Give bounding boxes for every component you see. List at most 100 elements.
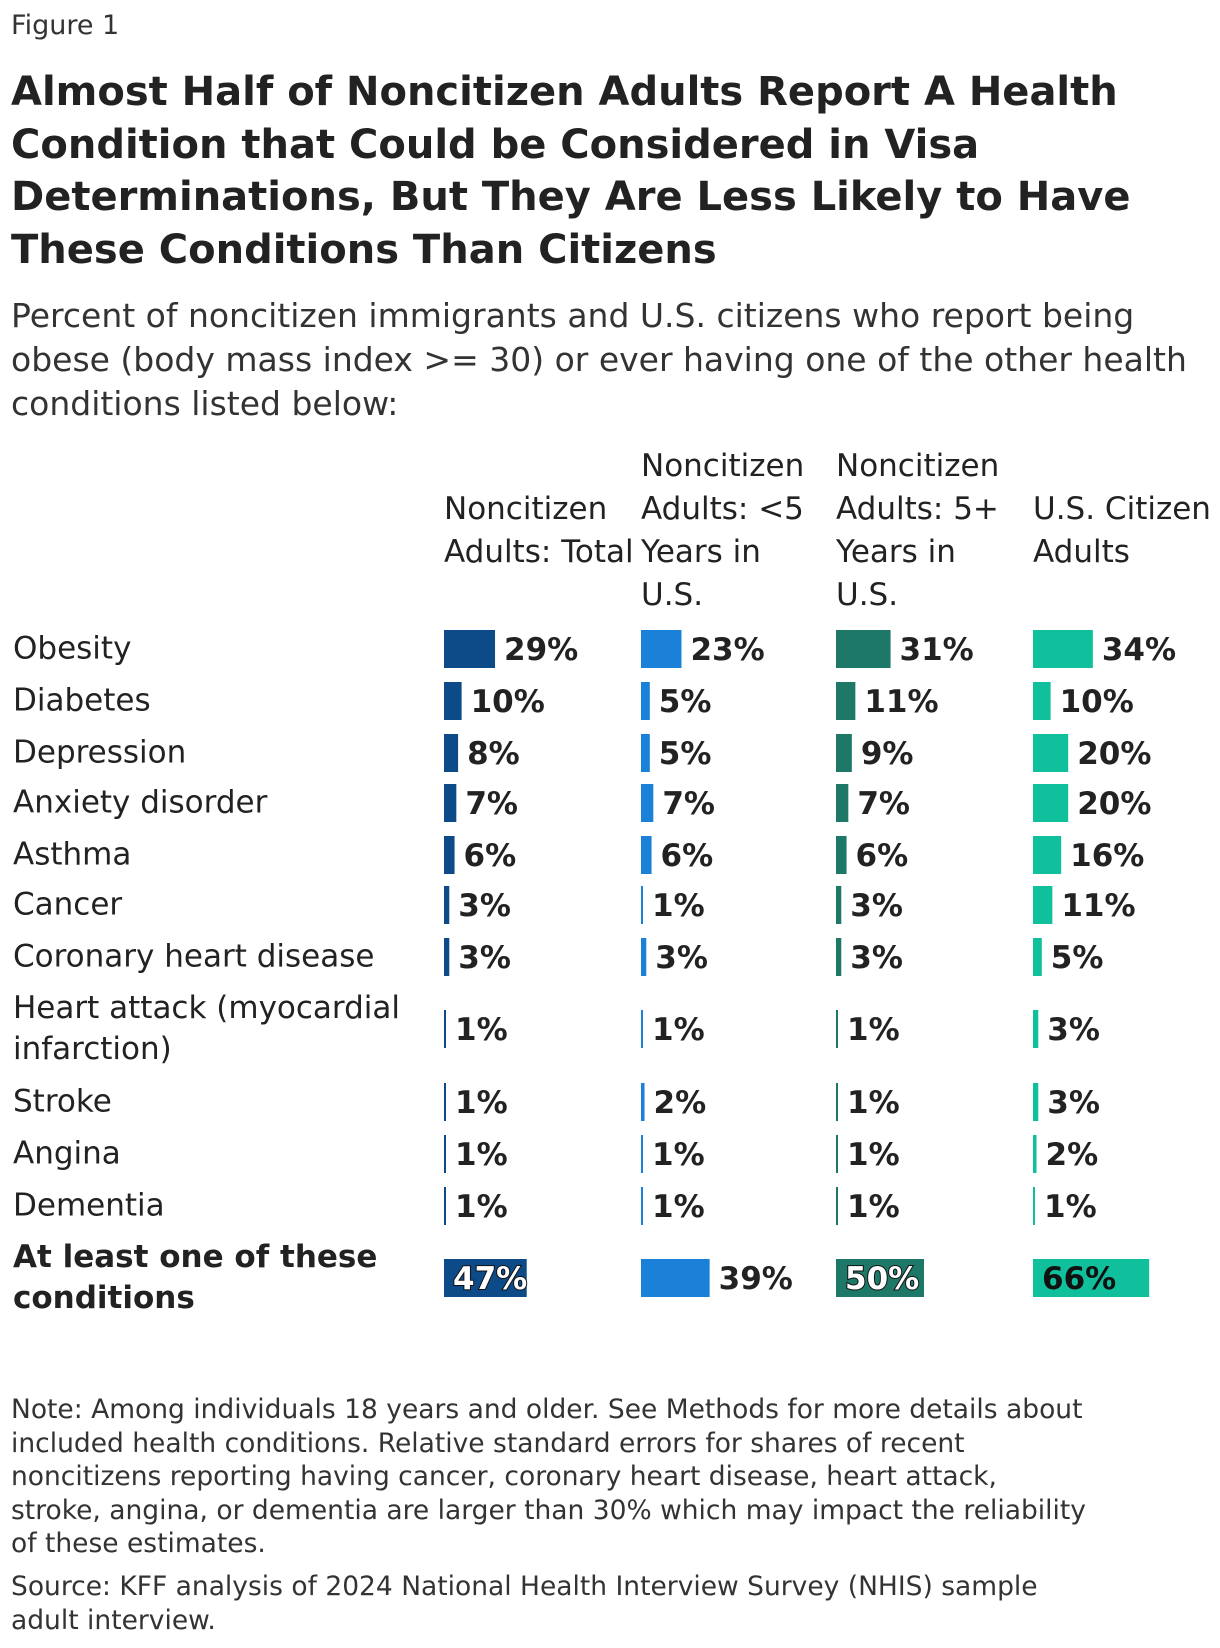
category-label: Coronary heart disease xyxy=(13,938,375,975)
value-label: 66% xyxy=(1042,1261,1116,1297)
bar xyxy=(641,784,654,822)
value-label: 1% xyxy=(455,1085,508,1121)
bar xyxy=(641,1010,643,1048)
bar xyxy=(444,836,455,874)
value-label: 10% xyxy=(1060,684,1134,720)
category-label: Angina xyxy=(13,1135,121,1172)
value-label: 5% xyxy=(659,736,712,772)
bar xyxy=(641,1083,645,1121)
bar xyxy=(1033,1259,1150,1297)
value-label: 1% xyxy=(1044,1189,1097,1225)
value-label: 6% xyxy=(661,838,714,874)
category-label: Obesity xyxy=(13,630,132,667)
category-label: Diabetes xyxy=(13,682,151,719)
value-label: 31% xyxy=(900,632,974,668)
value-label: 23% xyxy=(690,632,764,668)
bar xyxy=(836,836,847,874)
value-label: 5% xyxy=(659,684,712,720)
bar xyxy=(1033,1083,1039,1121)
bar xyxy=(836,630,891,668)
value-label: 6% xyxy=(856,838,909,874)
value-label: 1% xyxy=(847,1189,900,1225)
bar xyxy=(836,1135,838,1173)
category-label: At least one of these conditions xyxy=(13,1239,378,1316)
value-label: 6% xyxy=(464,838,517,874)
bar xyxy=(641,886,643,924)
value-label: 29% xyxy=(504,632,578,668)
value-label: 1% xyxy=(652,1137,705,1173)
chart-subtitle: Percent of noncitizen immigrants and U.S… xyxy=(11,296,1187,423)
value-label: 7% xyxy=(857,786,910,822)
bar xyxy=(836,734,852,772)
bar xyxy=(836,886,842,924)
bar xyxy=(641,1259,710,1297)
bar xyxy=(444,1010,446,1048)
value-label: 5% xyxy=(1051,940,1104,976)
value-label: 3% xyxy=(1047,1012,1100,1048)
bar xyxy=(836,1010,838,1048)
value-label: 1% xyxy=(455,1137,508,1173)
bar xyxy=(836,938,842,976)
bar xyxy=(1033,1135,1037,1173)
value-label: 2% xyxy=(1046,1137,1099,1173)
value-label: 34% xyxy=(1102,632,1176,668)
legend-label: U.S. Citizen Adults xyxy=(1033,491,1211,570)
bar xyxy=(836,1083,838,1121)
value-label: 50% xyxy=(845,1261,919,1297)
legend-label: Noncitizen Adults: 5+ Years in U.S. xyxy=(836,448,1000,613)
value-label: 16% xyxy=(1070,838,1144,874)
value-label: 7% xyxy=(465,786,518,822)
bar xyxy=(641,836,652,874)
bar xyxy=(1033,784,1069,822)
bar xyxy=(444,682,462,720)
category-label: Asthma xyxy=(13,836,132,873)
figure-label: Figure 1 xyxy=(11,10,120,41)
category-label: Depression xyxy=(13,734,187,771)
bar xyxy=(836,1259,924,1297)
value-label: 3% xyxy=(458,888,511,924)
bar xyxy=(836,682,856,720)
bar xyxy=(1033,938,1042,976)
category-label: Anxiety disorder xyxy=(13,784,268,821)
value-label: 2% xyxy=(654,1085,707,1121)
bar xyxy=(836,1187,838,1225)
bar xyxy=(641,938,647,976)
bar xyxy=(444,1187,446,1225)
bar xyxy=(641,734,650,772)
bar xyxy=(1033,886,1053,924)
bar xyxy=(1033,1187,1035,1225)
bar xyxy=(1033,630,1093,668)
value-label: 3% xyxy=(850,888,903,924)
category-label: Dementia xyxy=(13,1187,165,1224)
legend-label: Noncitizen Adults: <5 Years in U.S. xyxy=(641,448,805,613)
value-label: 1% xyxy=(455,1012,508,1048)
bar xyxy=(836,784,849,822)
value-label: 1% xyxy=(652,1012,705,1048)
value-label: 1% xyxy=(847,1012,900,1048)
value-label: 3% xyxy=(850,940,903,976)
category-label: Heart attack (myocardial infarction) xyxy=(13,990,401,1067)
value-label: 11% xyxy=(864,684,938,720)
source: Source: KFF analysis of 2024 National He… xyxy=(11,1571,1038,1636)
value-label: 3% xyxy=(1047,1085,1100,1121)
bar xyxy=(1033,734,1069,772)
bar xyxy=(444,886,450,924)
legend-label: Noncitizen Adults: Total xyxy=(444,491,634,570)
value-label: 8% xyxy=(467,736,520,772)
bar xyxy=(444,938,450,976)
value-label: 1% xyxy=(652,1189,705,1225)
category-label: Cancer xyxy=(13,886,123,923)
note: Note: Among individuals 18 years and old… xyxy=(11,1394,1086,1559)
bar xyxy=(1033,1010,1039,1048)
value-label: 1% xyxy=(455,1189,508,1225)
bar xyxy=(641,1187,643,1225)
value-label: 20% xyxy=(1077,736,1151,772)
value-label: 10% xyxy=(471,684,545,720)
value-label: 47% xyxy=(453,1261,527,1297)
value-label: 1% xyxy=(652,888,705,924)
bar xyxy=(444,784,457,822)
bar xyxy=(444,1259,527,1297)
bar xyxy=(641,1135,643,1173)
